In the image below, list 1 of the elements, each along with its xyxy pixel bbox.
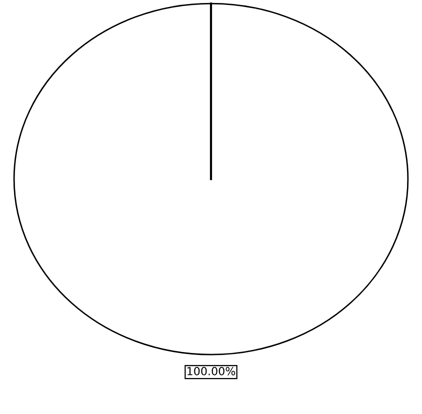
data-label: 100.00% bbox=[188, 366, 236, 376]
